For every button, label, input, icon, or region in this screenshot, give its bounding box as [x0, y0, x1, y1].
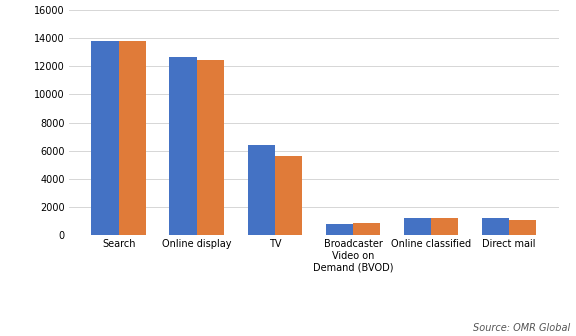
- Bar: [169, 56, 197, 235]
- Bar: [482, 218, 509, 235]
- Text: Source: OMR Global: Source: OMR Global: [473, 323, 570, 333]
- Bar: [431, 218, 458, 235]
- Bar: [325, 224, 353, 235]
- Bar: [404, 218, 431, 235]
- Bar: [119, 41, 146, 235]
- Bar: [353, 222, 380, 235]
- Bar: [92, 41, 119, 235]
- Bar: [509, 220, 536, 235]
- Bar: [197, 60, 224, 235]
- Bar: [248, 145, 275, 235]
- Bar: [275, 157, 302, 235]
